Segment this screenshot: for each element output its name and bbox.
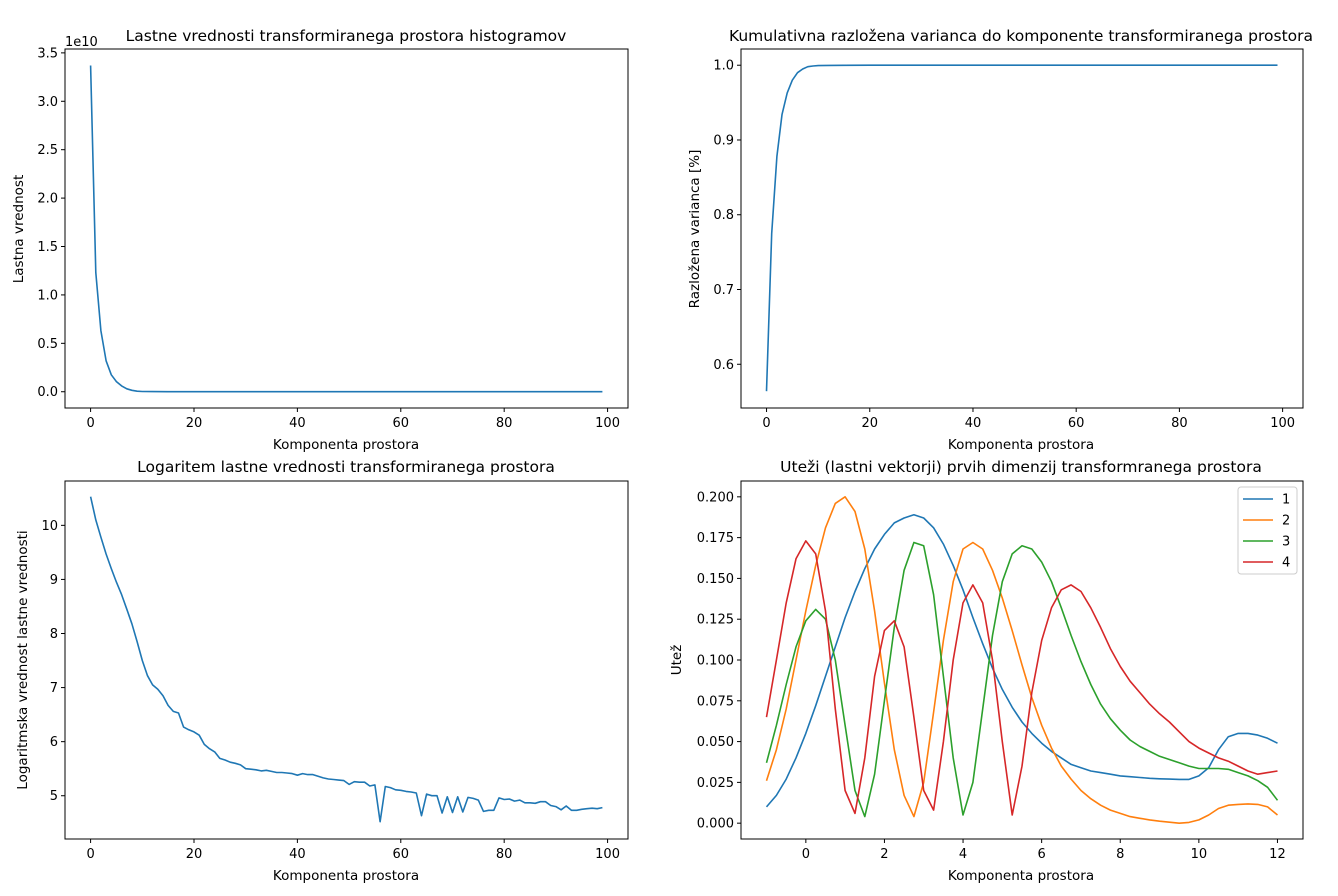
y-tick-label: 0.025	[697, 776, 734, 791]
cumulative-variance-chart-frame	[740, 48, 1304, 409]
x-tick-label: 80	[1171, 416, 1188, 431]
log-eigenvalue-chart: Logaritem lastne vrednosti transformiran…	[15, 458, 629, 884]
x-tick-label: 40	[965, 416, 982, 431]
y-tick-label: 10	[41, 519, 58, 534]
x-tick-label: 4	[959, 847, 967, 862]
x-tick-label: 0	[802, 847, 810, 862]
y-tick-label: 0.9	[713, 133, 734, 148]
log-eigenvalue-chart-ticks: 0 20 40 60 80 100 5 6 7 8 9 10	[41, 519, 620, 862]
y-tick-label: 0.000	[697, 817, 734, 832]
x-tick-label: 0	[86, 847, 94, 862]
x-tick-label: 6	[1038, 847, 1046, 862]
series-line-1	[89, 496, 603, 823]
weights-chart-xlabel: Komponenta prostora	[948, 868, 1094, 884]
y-tick-label: 2.0	[37, 192, 58, 207]
y-tick-label: 0.150	[697, 572, 734, 587]
x-tick-label: 20	[186, 847, 203, 862]
y-tick-label: 0.6	[713, 358, 734, 373]
x-tick-label: 40	[289, 847, 306, 862]
legend-label-3: 3	[1282, 535, 1290, 550]
y-tick-label: 0.8	[713, 208, 734, 223]
cumulative-variance-chart: Kumulativna razložena varianca do kompon…	[687, 27, 1313, 453]
series-line-2	[765, 495, 1279, 825]
x-tick-label: 12	[1269, 847, 1286, 862]
x-tick-label: 0	[762, 416, 770, 431]
series-line-1	[89, 65, 603, 393]
eigenvalue-chart-title: Lastne vrednosti transformiranega prosto…	[126, 27, 567, 45]
y-tick-label: 1.0	[713, 59, 734, 74]
cumulative-variance-chart-lines	[765, 64, 1278, 392]
weights-chart-title: Uteži (lastni vektorji) prvih dimenzij t…	[780, 458, 1262, 476]
weights-chart-lines	[765, 495, 1279, 825]
x-tick-label: 80	[496, 847, 513, 862]
x-tick-label: 60	[393, 847, 410, 862]
x-tick-label: 60	[1068, 416, 1085, 431]
x-tick-label: 100	[595, 847, 620, 862]
y-tick-label: 1.0	[37, 288, 58, 303]
series-line-1	[765, 513, 1278, 808]
log-eigenvalue-chart-title: Logaritem lastne vrednosti transformiran…	[137, 458, 555, 476]
weights-chart-ylabel: Utež	[669, 645, 685, 676]
x-tick-label: 80	[496, 416, 513, 431]
x-tick-label: 100	[595, 416, 620, 431]
y-tick-label: 6	[50, 735, 58, 750]
y-tick-label: 3.5	[37, 46, 58, 61]
y-tick-label: 8	[50, 627, 58, 642]
y-tick-label: 0.0	[37, 385, 58, 400]
weights-chart-frame	[740, 480, 1304, 840]
legend-label-4: 4	[1282, 556, 1290, 571]
eigenvalue-chart-lines	[89, 65, 603, 393]
series-line-3	[765, 541, 1279, 818]
x-tick-label: 40	[289, 416, 306, 431]
cumulative-variance-chart-xlabel: Komponenta prostora	[948, 437, 1094, 453]
x-tick-label: 2	[880, 847, 888, 862]
eigenvalue-chart-offset-text: 1e10	[65, 35, 98, 50]
y-tick-label: 7	[50, 681, 58, 696]
y-tick-label: 0.200	[697, 490, 734, 505]
y-tick-label: 0.050	[697, 735, 734, 750]
x-tick-label: 100	[1270, 416, 1295, 431]
cumulative-variance-chart-title: Kumulativna razložena varianca do kompon…	[729, 27, 1313, 45]
x-tick-label: 20	[861, 416, 878, 431]
cumulative-variance-chart-ticks: 0 20 40 60 80 100 0.6 0.7 0.8 0.9 1.0	[713, 59, 1295, 431]
eigenvalue-chart-ylabel: Lastna vrednost	[11, 175, 27, 284]
legend-box	[1237, 486, 1298, 575]
series-line-1	[765, 64, 1278, 392]
eigenvalue-chart: Lastne vrednosti transformiranega prosto…	[11, 27, 629, 453]
eigenvalue-chart-ticks: 0 20 40 60 80 100 0.0 0.5 1.0 1.5 2.0 2.5 3.0 3.5	[37, 46, 620, 431]
legend-label-1: 1	[1282, 493, 1290, 508]
y-tick-label: 0.125	[697, 613, 734, 628]
x-tick-label: 8	[1116, 847, 1124, 862]
y-tick-label: 0.5	[37, 337, 58, 352]
legend-label-2: 2	[1282, 514, 1290, 529]
y-tick-label: 0.175	[697, 531, 734, 546]
x-tick-label: 0	[86, 416, 94, 431]
x-tick-label: 20	[186, 416, 203, 431]
weights-chart-legend: 1 2 3 4	[1237, 486, 1298, 575]
y-tick-label: 5	[50, 789, 58, 804]
eigenvalue-chart-frame	[64, 48, 629, 409]
weights-chart-ticks: 0 2 4 6 8 10 12 0.000 0.025 0.050 0.075 0.100 0.125 0…	[697, 490, 1286, 862]
legend-items: 1 2 3 4	[1243, 493, 1290, 571]
log-eigenvalue-chart-lines	[89, 496, 603, 823]
y-tick-label: 0.100	[697, 654, 734, 669]
eigenvalue-chart-xlabel: Komponenta prostora	[273, 437, 419, 453]
log-eigenvalue-chart-ylabel: Logaritmska vrednost lastne vrednosti	[15, 530, 31, 789]
cumulative-variance-chart-ylabel: Razložena varianca [%]	[687, 150, 703, 309]
y-tick-label: 2.5	[37, 143, 58, 158]
y-tick-label: 1.5	[37, 240, 58, 255]
y-tick-label: 3.0	[37, 95, 58, 110]
x-tick-label: 60	[393, 416, 410, 431]
log-eigenvalue-chart-xlabel: Komponenta prostora	[273, 868, 419, 884]
x-tick-label: 10	[1191, 847, 1208, 862]
y-tick-label: 0.7	[713, 283, 734, 298]
series-line-4	[765, 540, 1278, 816]
log-eigenvalue-chart-frame	[64, 480, 629, 840]
weights-chart: Uteži (lastni vektorji) prvih dimenzij t…	[669, 458, 1304, 884]
y-tick-label: 0.075	[697, 694, 734, 709]
y-tick-label: 9	[50, 573, 58, 588]
